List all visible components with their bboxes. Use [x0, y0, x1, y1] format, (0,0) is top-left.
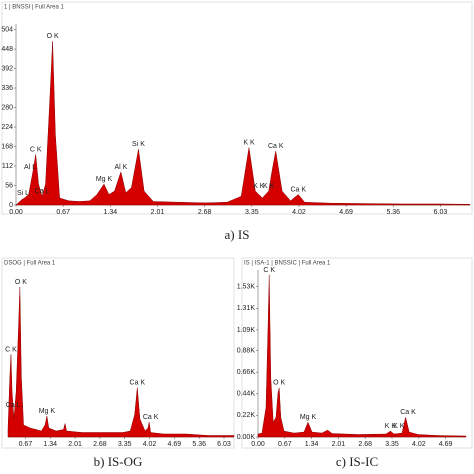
x-tick-label: 5.36 — [192, 441, 206, 448]
y-tick-label: 56 — [5, 182, 13, 189]
y-tick-label: 0.88K — [237, 347, 256, 354]
peak-label: Si L — [17, 190, 29, 197]
peak-label: O K — [47, 33, 59, 40]
peak-label: Mg K — [300, 414, 317, 421]
peak-label: Ca K — [268, 143, 284, 150]
y-tick-label: 168 — [1, 143, 13, 150]
peak-label: Ca K — [143, 414, 159, 421]
peak-label: Ca L — [35, 188, 50, 195]
y-tick-label: 224 — [1, 124, 13, 131]
x-tick-label: 0.67 — [56, 209, 70, 216]
x-tick-label: 2.68 — [198, 209, 212, 216]
spectrum — [7, 286, 235, 438]
x-tick-label: 2.01 — [68, 441, 82, 448]
peak-label: K K — [263, 183, 275, 190]
panel-title: DSOG | Full Area 1 — [4, 261, 56, 267]
peak-label: Mg K — [39, 408, 56, 415]
y-tick-label: 448 — [1, 46, 13, 53]
peak-label: O K — [273, 380, 285, 387]
peak-label: Al L — [24, 164, 36, 171]
x-tick-label: 3.35 — [245, 209, 259, 216]
x-tick-label: 1.34 — [104, 209, 118, 216]
y-tick-label: 112 — [2, 163, 13, 170]
y-tick-label: 0.00K — [237, 434, 256, 441]
y-tick-label: 0 — [9, 202, 13, 209]
y-tick-label: 1.09K — [237, 327, 256, 334]
x-tick-label: 6.03 — [434, 209, 448, 216]
spectrum — [257, 274, 467, 438]
peak-label: C K — [30, 146, 42, 153]
x-tick-label: 2.01 — [332, 441, 346, 448]
peak-label: K K — [243, 139, 255, 146]
y-tick-label: 392 — [1, 65, 13, 72]
panel-frame — [1, 1, 473, 215]
peak-label: O K — [15, 279, 27, 286]
y-tick-label: 280 — [1, 104, 13, 111]
x-tick-label: 6.03 — [217, 441, 231, 448]
x-tick-label: 5.36 — [386, 209, 400, 216]
x-tick-label: 3.35 — [385, 441, 399, 448]
x-tick-label: 1.34 — [305, 441, 319, 448]
caption: b) IS-OG — [94, 454, 143, 469]
peak-label: C K — [263, 267, 275, 274]
x-tick-label: 0.67 — [278, 441, 292, 448]
peak-label: Ca K — [130, 379, 146, 386]
x-tick-label: 4.69 — [168, 441, 182, 448]
x-tick-label: 2.68 — [358, 441, 372, 448]
x-tick-label: 0.00 — [251, 441, 265, 448]
spectrum — [15, 41, 471, 206]
peak-label: K K — [385, 423, 397, 430]
x-tick-label: 1.34 — [43, 441, 57, 448]
peak-label: Si K — [132, 141, 145, 148]
y-tick-label: 0.66K — [237, 369, 256, 376]
y-tick-label: 0.44K — [237, 391, 256, 398]
y-tick-label: 504 — [1, 26, 13, 33]
peak-label: Al K — [114, 164, 127, 171]
caption: a) IS — [225, 227, 250, 242]
panel-title: IS | ISA-1 | BNSSIC | Full Area 1 — [244, 261, 331, 267]
y-tick-label: 336 — [1, 85, 13, 92]
peak-label: K K — [253, 183, 265, 190]
x-tick-label: 4.02 — [292, 209, 306, 216]
panel-frame — [1, 257, 235, 449]
x-tick-label: 2.01 — [151, 209, 165, 216]
peak-label: Ca K — [400, 409, 416, 416]
peak-label: Ca L — [6, 402, 21, 409]
panel-title: 1 | BNSSI | Full Area 1 — [4, 5, 64, 11]
x-tick-label: 4.69 — [439, 441, 453, 448]
peak-label: Mg K — [96, 176, 113, 183]
x-tick-label: 0.00 — [9, 209, 23, 216]
peak-label: C K — [5, 346, 17, 353]
peak-label: Ca K — [290, 186, 306, 193]
y-tick-label: 1.31K — [237, 305, 256, 312]
x-tick-label: 3.35 — [118, 441, 132, 448]
caption: c) IS-IC — [336, 454, 378, 469]
peak-label: K K — [393, 423, 405, 430]
x-tick-label: 2.68 — [93, 441, 107, 448]
x-tick-label: 4.02 — [412, 441, 426, 448]
x-tick-label: 4.69 — [339, 209, 353, 216]
y-tick-label: 1.53K — [237, 284, 256, 291]
y-tick-label: 0.22K — [237, 412, 256, 419]
x-tick-label: 0.67 — [19, 441, 33, 448]
x-tick-label: 4.02 — [143, 441, 157, 448]
